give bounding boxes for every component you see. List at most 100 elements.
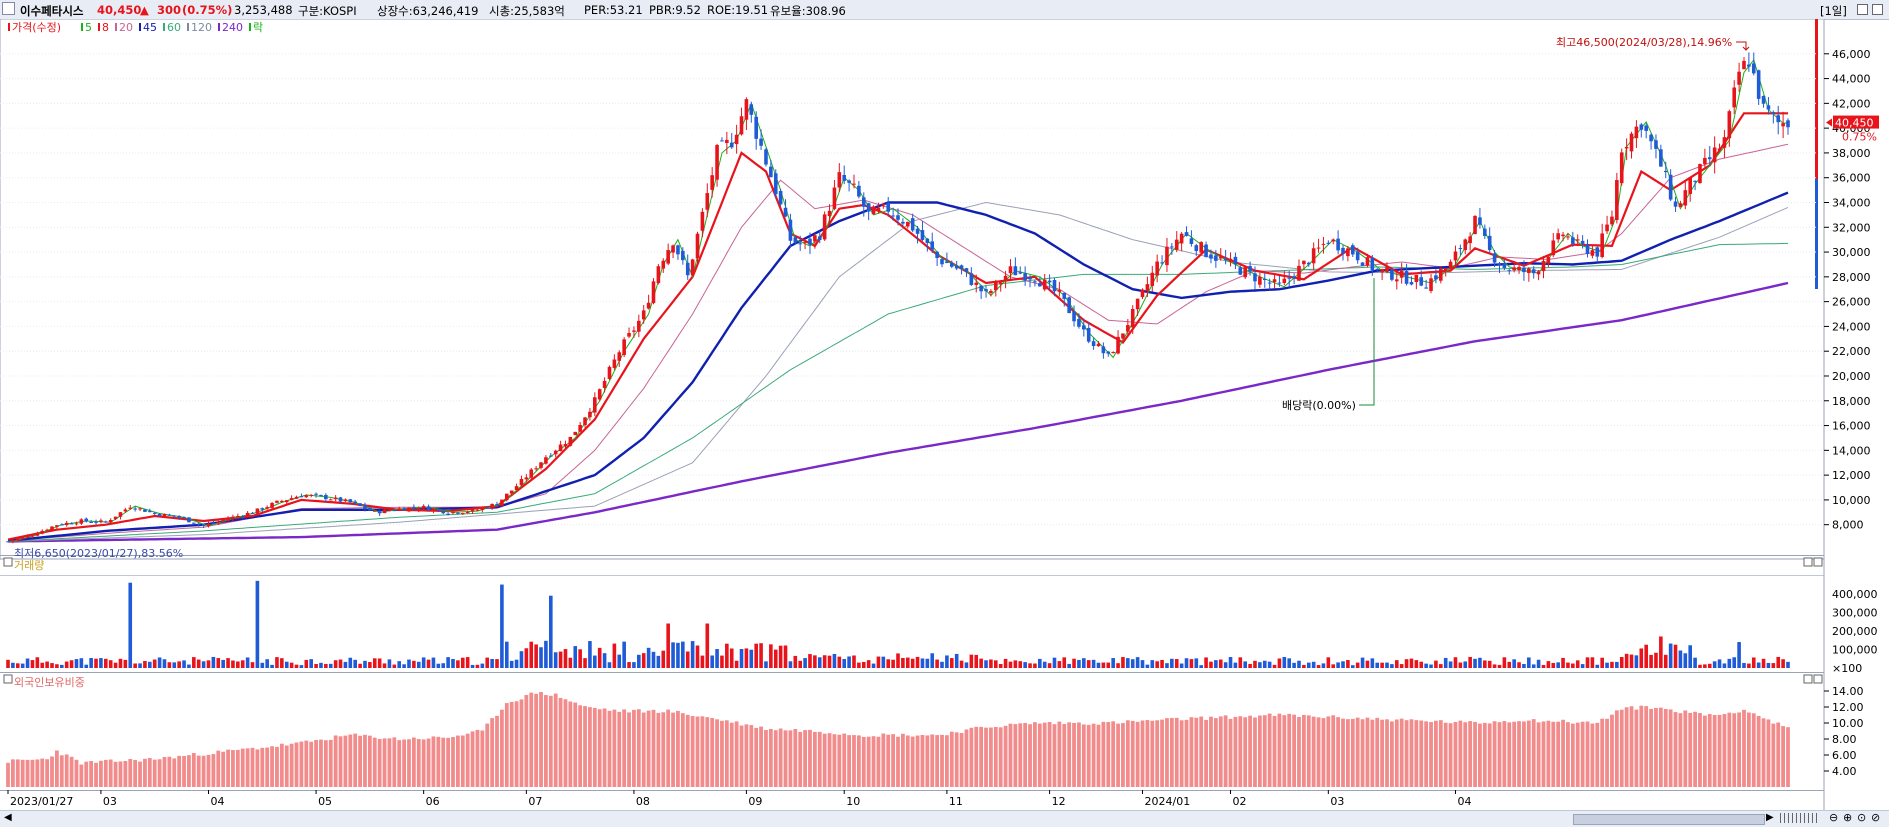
volume-bar	[1615, 661, 1619, 668]
horizontal-scrollbar[interactable]: ◀ ▶ ⊖ ⊕ ⊙ ⊘	[0, 810, 1889, 827]
volume-bar	[1487, 660, 1492, 668]
volume-panel-close-icon[interactable]	[1813, 557, 1823, 567]
foreign-bar	[1018, 723, 1023, 787]
candle	[597, 389, 602, 400]
foreign-panel-minimize-icon[interactable]	[1803, 674, 1813, 684]
stock-name[interactable]: 이수페타시스	[20, 4, 84, 18]
candle	[358, 503, 362, 506]
foreign-bar	[470, 731, 475, 787]
candle	[294, 496, 299, 499]
price-change: 300	[157, 3, 182, 17]
volume-bar	[524, 648, 529, 668]
foreign-bar	[715, 719, 719, 787]
candle	[40, 530, 45, 534]
volume-bar	[480, 663, 485, 668]
candle	[876, 207, 881, 211]
foreign-bar	[1287, 713, 1292, 787]
foreign-bar	[700, 716, 705, 787]
candle	[1365, 257, 1370, 266]
candle	[1571, 237, 1575, 244]
scroll-left-icon[interactable]: ◀	[4, 812, 12, 823]
foreign-bar	[622, 709, 627, 787]
restore-icon[interactable]	[1857, 4, 1868, 15]
volume-bar	[1404, 659, 1409, 668]
volume-bar	[544, 640, 548, 668]
candle	[1077, 318, 1081, 327]
volume-bar	[1747, 663, 1751, 668]
foreign-bar	[1111, 721, 1116, 787]
foreign-bar	[372, 737, 377, 787]
foreign-bar	[167, 756, 172, 787]
volume-bar	[1101, 662, 1106, 668]
zoom-slider-icon[interactable]	[1780, 813, 1820, 823]
foreign-bar	[1761, 718, 1766, 787]
panel-divider	[0, 672, 1824, 673]
volume-bar	[245, 657, 250, 668]
foreign-bar	[1223, 715, 1228, 787]
volume-bar	[1703, 664, 1707, 668]
foreign-bar	[64, 754, 69, 787]
foreign-bar	[597, 709, 602, 787]
candle	[1350, 245, 1355, 255]
volume-bar	[676, 642, 680, 668]
close-icon[interactable]	[1872, 4, 1883, 15]
zoom-reset-icon[interactable]: ⊙	[1857, 811, 1867, 824]
foreign-bar	[910, 736, 915, 787]
zoom-out-icon[interactable]: ⊖	[1829, 811, 1839, 824]
foreign-tick-label: 6.00	[1832, 749, 1857, 762]
volume-panel-toggle-icon[interactable]	[3, 557, 13, 567]
foreign-bar	[607, 710, 612, 787]
foreign-bar	[1443, 722, 1448, 787]
candle	[231, 516, 235, 519]
foreign-bar	[1013, 724, 1018, 787]
foreign-bar	[196, 755, 201, 787]
foreign-bar	[1438, 720, 1443, 787]
volume-panel-minimize-icon[interactable]	[1803, 557, 1813, 567]
foreign-panel-toggle-icon[interactable]	[3, 674, 13, 684]
volume-bar	[441, 663, 446, 668]
foreign-bar	[1165, 718, 1169, 787]
foreign-bar	[1751, 713, 1756, 787]
candle	[6, 541, 10, 543]
foreign-bar	[6, 762, 10, 787]
foreign-bar	[1380, 719, 1385, 787]
candle	[1663, 170, 1668, 173]
volume-bar	[984, 660, 988, 668]
window-menu-icon[interactable]	[2, 2, 15, 15]
scroll-right-icon[interactable]: ▶	[1766, 812, 1774, 823]
zoom-fit-icon[interactable]: ⊘	[1871, 811, 1881, 824]
volume-bar	[1698, 664, 1702, 668]
foreign-bar	[1429, 722, 1433, 787]
zoom-in-icon[interactable]: ⊕	[1843, 811, 1853, 824]
candle	[1786, 120, 1790, 128]
candle	[1326, 242, 1331, 244]
period-selector[interactable]: [1일]	[1820, 4, 1847, 18]
foreign-bar	[1072, 722, 1076, 787]
candle	[788, 219, 793, 241]
ma45-line	[7, 191, 1789, 542]
panel-divider	[0, 575, 1824, 576]
stock-chart[interactable]: 8,000 10,000 12,000 14,000 16,000 18,000 20,00…	[0, 19, 1889, 810]
foreign-bar	[1204, 719, 1208, 787]
foreign-bar	[103, 759, 108, 787]
scrollbar-thumb[interactable]	[1573, 814, 1765, 825]
volume-bar	[558, 651, 563, 668]
foreign-bar	[993, 726, 998, 787]
volume-bar	[353, 659, 357, 668]
candle	[1463, 239, 1468, 251]
volume-bar	[79, 658, 84, 668]
foreign-bar	[226, 749, 230, 787]
foreign-bar	[1003, 725, 1008, 787]
foreign-panel-close-icon[interactable]	[1813, 674, 1823, 684]
volume-bar	[534, 644, 538, 668]
candle	[348, 499, 353, 503]
foreign-bar	[1160, 719, 1164, 787]
foreign-bar	[632, 709, 636, 787]
candle	[1223, 258, 1228, 261]
foreign-bar	[798, 731, 803, 787]
volume-bar	[490, 659, 494, 668]
volume-bar	[500, 584, 504, 668]
volume-bar	[1492, 664, 1497, 668]
candle	[827, 210, 832, 217]
foreign-tick-label: 10.00	[1832, 717, 1864, 730]
